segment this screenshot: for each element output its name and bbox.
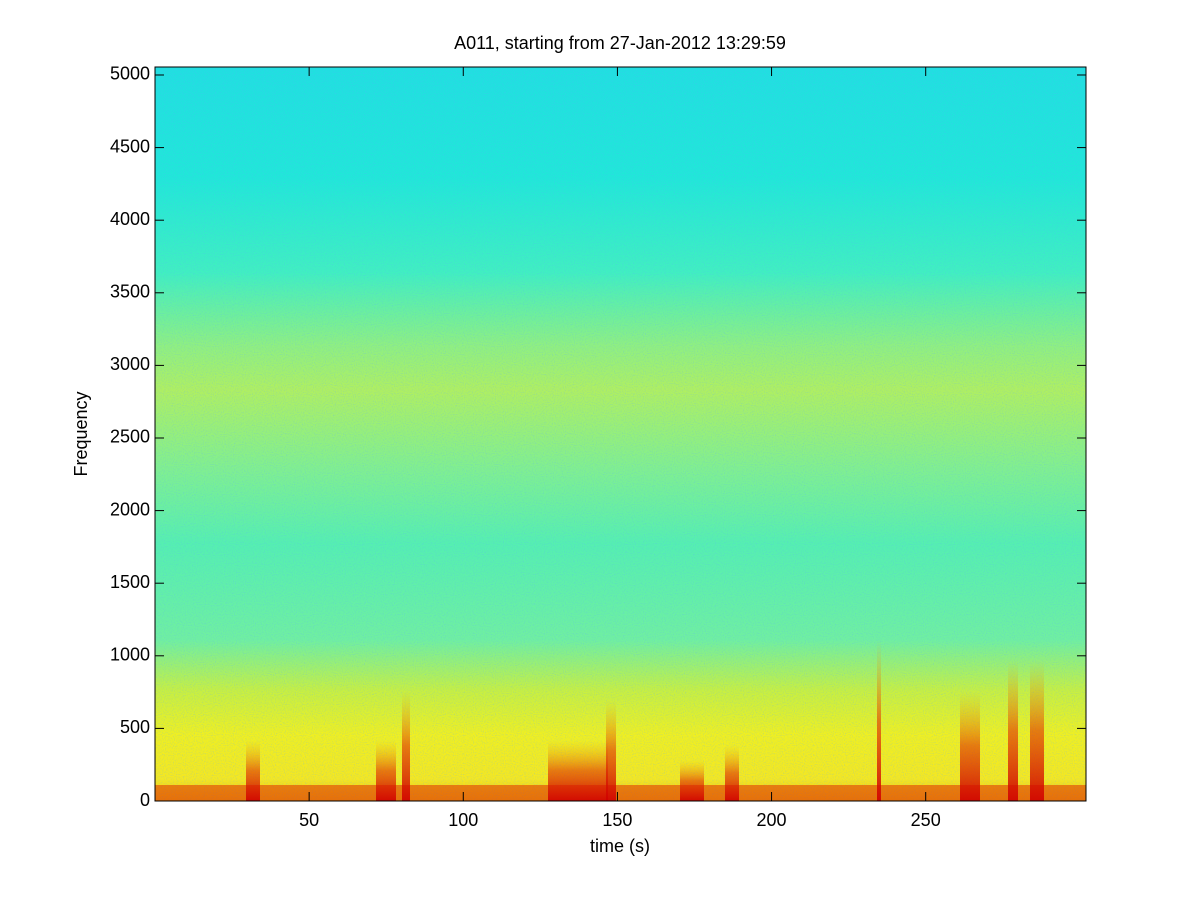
plot-area	[154, 66, 1087, 802]
x-tick-label: 100	[448, 810, 478, 830]
x-tick-label: 200	[757, 810, 787, 830]
y-tick-label: 3000	[110, 354, 150, 374]
plot-frame	[154, 66, 1087, 802]
y-tick-label: 2000	[110, 499, 150, 519]
y-tick-label: 0	[140, 790, 150, 810]
y-tick-label: 4000	[110, 209, 150, 229]
y-tick-label: 500	[120, 717, 150, 737]
y-axis-label: Frequency	[71, 391, 91, 476]
y-tick-label: 2500	[110, 427, 150, 447]
x-tick-label: 150	[602, 810, 632, 830]
spectrogram-bursts	[155, 640, 1086, 801]
spectrogram-noise	[155, 67, 1086, 801]
chart-title: A011, starting from 27-Jan-2012 13:29:59	[454, 33, 786, 53]
y-tick-label: 1000	[110, 645, 150, 665]
y-tick-label: 1500	[110, 572, 150, 592]
y-tick-label: 3500	[110, 282, 150, 302]
x-tick-label: 50	[299, 810, 319, 830]
x-axis-label: time (s)	[590, 836, 650, 856]
y-tick-label: 4500	[110, 136, 150, 156]
y-tick-label: 5000	[110, 64, 150, 84]
x-tick-label: 250	[911, 810, 941, 830]
